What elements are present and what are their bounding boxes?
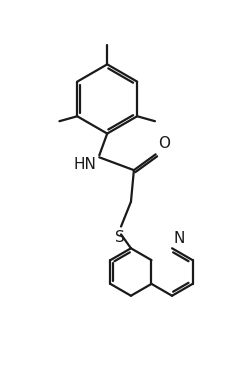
- Text: HN: HN: [74, 157, 96, 172]
- Text: S: S: [115, 230, 125, 245]
- Text: N: N: [173, 231, 184, 246]
- Text: O: O: [158, 137, 170, 151]
